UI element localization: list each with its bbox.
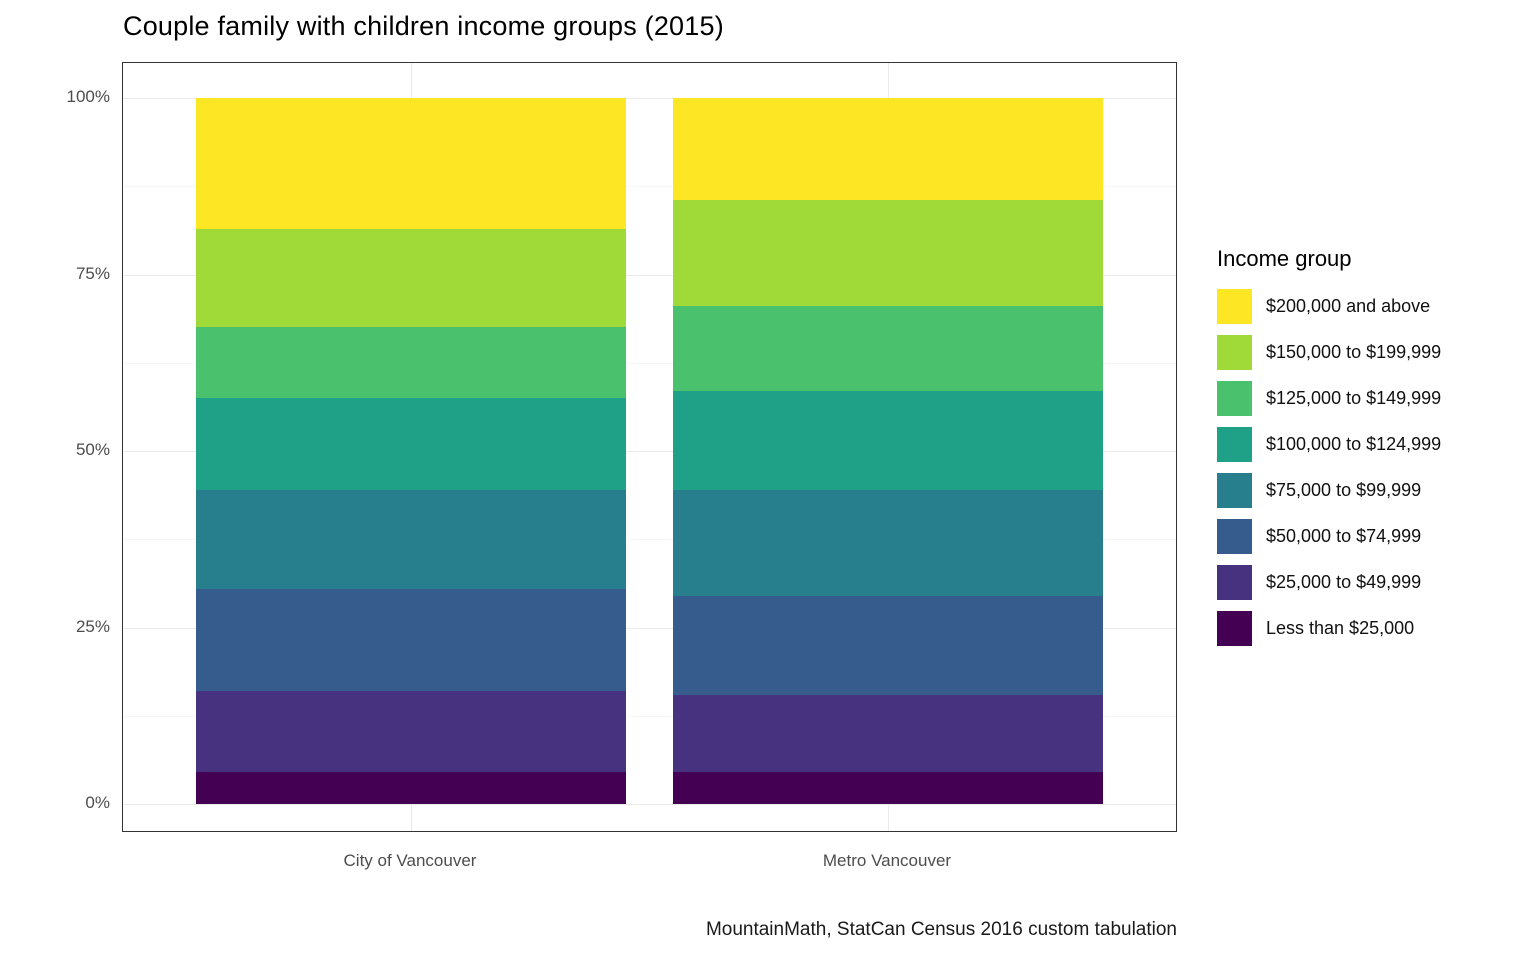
legend-item-label: Less than $25,000 <box>1266 618 1415 638</box>
stacked-bar-city-of-vancouver <box>196 98 626 804</box>
bar-segment <box>673 306 1103 391</box>
legend-color-swatch <box>1217 519 1252 554</box>
bar-segment <box>196 228 626 328</box>
bar-segment <box>196 690 626 773</box>
bar-segment <box>673 772 1103 804</box>
minor-gridline <box>123 186 1176 188</box>
legend-item: $25,000 to $49,999 <box>1217 565 1441 600</box>
major-gridline <box>123 98 1176 99</box>
legend-color-swatch <box>1217 473 1252 508</box>
legend-item: $200,000 and above <box>1217 289 1441 324</box>
bar-segment <box>196 327 626 399</box>
bar-segment <box>196 588 626 691</box>
legend-color-swatch <box>1217 381 1252 416</box>
chart-title: Couple family with children income group… <box>123 11 724 41</box>
legend-color-swatch <box>1217 289 1252 324</box>
major-gridline <box>123 274 1176 276</box>
caption: MountainMath, StatCan Census 2016 custom… <box>705 919 1177 940</box>
legend-color-swatch <box>1217 611 1252 646</box>
minor-gridline <box>123 715 1176 717</box>
stacked-bar-metro-vancouver <box>673 98 1103 804</box>
legend-item: $125,000 to $149,999 <box>1217 381 1441 416</box>
major-gridline <box>123 451 1176 452</box>
y-tick-label: 0% <box>85 793 110 812</box>
bar-segment <box>196 398 626 490</box>
legend-color-swatch <box>1217 335 1252 370</box>
legend-item-label: $25,000 to $49,999 <box>1266 572 1422 592</box>
legend-item: $50,000 to $74,999 <box>1217 519 1441 554</box>
x-axis-label: City of Vancouver <box>343 851 477 870</box>
x-axis-label: Metro Vancouver <box>822 851 952 870</box>
legend-item-label: $75,000 to $99,999 <box>1266 480 1422 500</box>
y-tick-label: 100% <box>66 87 110 106</box>
bar-segment <box>673 200 1103 307</box>
legend-color-swatch <box>1217 427 1252 462</box>
legend-items: $200,000 and above $150,000 to $199,999 $1… <box>1217 289 1441 646</box>
legend-item: $75,000 to $99,999 <box>1217 473 1441 508</box>
legend-item-label: $100,000 to $124,999 <box>1266 434 1442 454</box>
minor-gridline <box>123 362 1176 364</box>
legend-item-label: $150,000 to $199,999 <box>1266 342 1442 362</box>
legend-item-label: $50,000 to $74,999 <box>1266 526 1422 546</box>
y-tick-label: 50% <box>75 440 110 459</box>
legend: Income group $200,000 and above $150,000 … <box>1217 246 1441 657</box>
legend-item: $100,000 to $124,999 <box>1217 427 1441 462</box>
bar-segment <box>673 98 1103 201</box>
bar-segment <box>673 694 1103 773</box>
legend-item: Less than $25,000 <box>1217 611 1441 646</box>
major-gridline <box>123 804 1176 805</box>
major-gridline <box>123 627 1176 629</box>
legend-item-label: $125,000 to $149,999 <box>1266 388 1442 408</box>
bar-segment <box>196 98 626 229</box>
legend-color-swatch <box>1217 565 1252 600</box>
y-tick-label: 75% <box>75 263 110 283</box>
bar-segment <box>196 489 626 589</box>
legend-item: $150,000 to $199,999 <box>1217 335 1441 370</box>
plot-panel <box>122 62 1177 832</box>
minor-gridline <box>123 539 1176 541</box>
bar-segment <box>196 772 626 804</box>
bar-segment <box>673 390 1103 490</box>
bar-segment <box>673 489 1103 596</box>
legend-item-label: $200,000 and above <box>1266 296 1431 316</box>
bar-segment <box>673 595 1103 695</box>
y-tick-label: 25% <box>75 616 110 636</box>
legend-title: Income group <box>1217 246 1352 271</box>
